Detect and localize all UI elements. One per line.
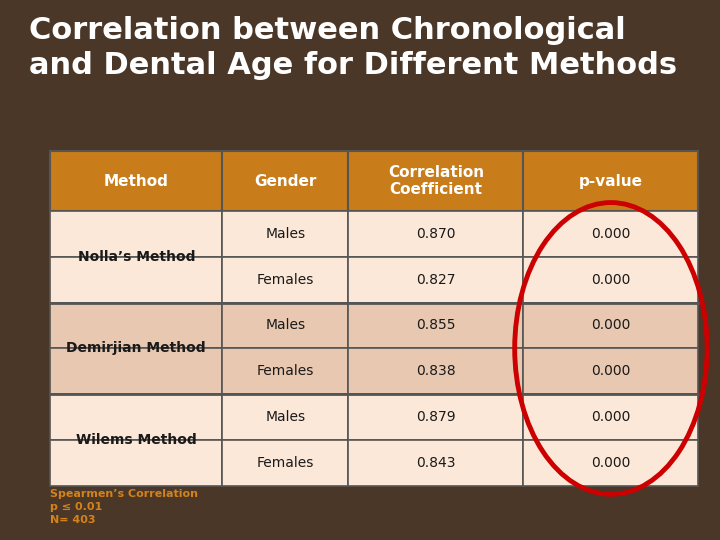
Bar — [523, 302, 698, 348]
Bar — [222, 256, 348, 302]
Bar — [222, 348, 348, 394]
Text: 0.000: 0.000 — [591, 273, 631, 287]
Text: Wilems Method: Wilems Method — [76, 433, 197, 447]
Bar — [348, 211, 523, 256]
Text: 0.827: 0.827 — [416, 273, 456, 287]
Text: Correlation
Coefficient: Correlation Coefficient — [388, 165, 484, 197]
Text: 0.838: 0.838 — [416, 364, 456, 379]
Text: 0.000: 0.000 — [591, 227, 631, 241]
Text: Spearmen’s Correlation
p ≤ 0.01
N= 403: Spearmen’s Correlation p ≤ 0.01 N= 403 — [50, 489, 199, 525]
Text: 0.879: 0.879 — [416, 410, 456, 424]
Text: 0.000: 0.000 — [591, 364, 631, 379]
Text: 0.843: 0.843 — [416, 456, 456, 470]
Bar — [50, 394, 222, 440]
Text: Females: Females — [256, 456, 314, 470]
Bar — [50, 256, 222, 302]
Text: p-value: p-value — [579, 173, 643, 188]
Text: 0.870: 0.870 — [416, 227, 456, 241]
Text: 0.000: 0.000 — [591, 410, 631, 424]
Bar — [348, 440, 523, 486]
Text: Males: Males — [265, 319, 305, 333]
Text: 0.000: 0.000 — [591, 319, 631, 333]
Text: Correlation between Chronological
and Dental Age for Different Methods: Correlation between Chronological and De… — [29, 16, 677, 80]
Bar — [348, 302, 523, 348]
Text: Males: Males — [265, 227, 305, 241]
Text: Nolla’s Method: Nolla’s Method — [78, 249, 195, 264]
Bar — [348, 394, 523, 440]
Text: 0.855: 0.855 — [416, 319, 456, 333]
Bar — [50, 348, 222, 394]
Bar — [523, 440, 698, 486]
Text: Females: Females — [256, 273, 314, 287]
Bar — [348, 256, 523, 302]
Bar — [50, 302, 222, 348]
Bar — [523, 256, 698, 302]
Text: 0.000: 0.000 — [591, 456, 631, 470]
Text: Gender: Gender — [254, 173, 317, 188]
Bar — [348, 348, 523, 394]
Text: Demirjian Method: Demirjian Method — [66, 341, 206, 355]
Bar — [50, 440, 222, 486]
Bar — [50, 211, 222, 256]
Bar — [523, 211, 698, 256]
Bar — [222, 211, 348, 256]
Bar — [222, 394, 348, 440]
Text: Males: Males — [265, 410, 305, 424]
Bar — [523, 394, 698, 440]
Bar — [222, 302, 348, 348]
Text: Method: Method — [104, 173, 168, 188]
Bar — [523, 348, 698, 394]
Bar — [222, 440, 348, 486]
Text: Females: Females — [256, 364, 314, 379]
